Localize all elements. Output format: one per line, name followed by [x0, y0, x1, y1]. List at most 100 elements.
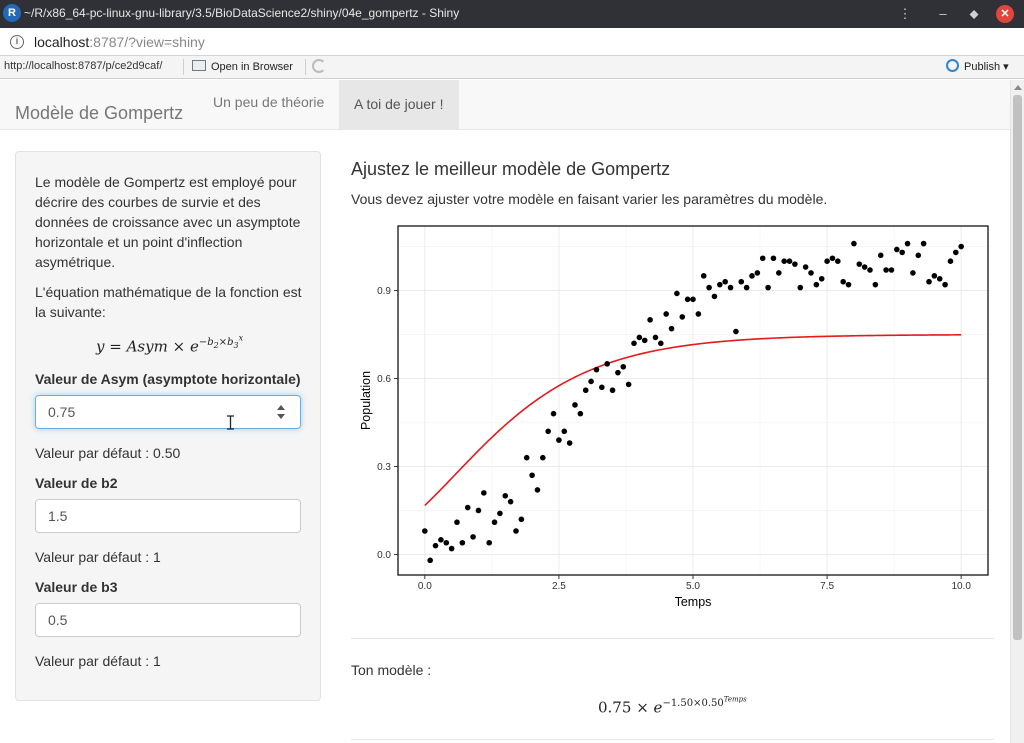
- data-point: [599, 384, 605, 391]
- data-point: [588, 378, 594, 385]
- data-point: [947, 258, 954, 264]
- data-point: [958, 243, 964, 250]
- r-app-icon: R: [3, 4, 21, 22]
- tab-play[interactable]: A toi de jouer !: [339, 80, 459, 129]
- toolbar-divider: [305, 59, 306, 75]
- model-label: Ton modèle :: [351, 662, 432, 678]
- data-point: [556, 437, 562, 443]
- data-point: [486, 539, 492, 546]
- info-icon[interactable]: i: [10, 35, 24, 49]
- data-point: [759, 255, 766, 262]
- vertical-scrollbar[interactable]: [1010, 80, 1024, 743]
- x-tick-label: 2.5: [552, 581, 566, 592]
- main-subtitle: Vous devez ajuster votre modèle en faisa…: [351, 191, 828, 207]
- data-point: [561, 428, 568, 435]
- data-point: [690, 296, 696, 303]
- sidebar-panel: Le modèle de Gompertz est employé pour d…: [15, 151, 321, 701]
- data-point: [700, 273, 707, 279]
- asym-input[interactable]: 0.75: [35, 395, 301, 429]
- data-point: [872, 281, 879, 288]
- data-point: [609, 387, 616, 394]
- divider: [351, 638, 994, 639]
- url-field[interactable]: localhost:8787/?view=shiny: [34, 34, 205, 50]
- viewer-url[interactable]: http://localhost:8787/p/ce2d9caf/: [4, 60, 163, 72]
- gompertz-equation: y = Asym × e−b2×b3x: [96, 334, 244, 356]
- minimize-icon[interactable]: –: [939, 6, 947, 21]
- data-point: [926, 278, 932, 285]
- data-point: [888, 267, 895, 273]
- b2-input[interactable]: 1.5: [35, 499, 301, 533]
- app-navbar: Modèle de Gompertz Un peu de théorie A t…: [0, 80, 1010, 130]
- data-point: [808, 270, 814, 276]
- data-point: [743, 284, 750, 291]
- url-host: localhost: [34, 34, 90, 50]
- data-point: [620, 363, 627, 370]
- scrollbar-thumb[interactable]: [1013, 95, 1022, 640]
- b3-input-value: 0.5: [48, 612, 68, 628]
- data-point: [765, 284, 771, 291]
- data-point: [459, 539, 466, 546]
- y-axis-ticks: 0.0 0.3 0.6 0.9: [377, 286, 398, 561]
- data-point: [550, 410, 557, 417]
- equation-intro-text: L'équation mathématique de la fonction e…: [35, 284, 302, 320]
- publish-button[interactable]: Publish ▾: [946, 59, 1009, 73]
- data-point: [572, 402, 578, 408]
- y-tick-label: 0.3: [377, 462, 391, 473]
- number-stepper[interactable]: [276, 405, 286, 421]
- data-point: [786, 258, 793, 264]
- window-title-bar: R ~/R/x86_64-pc-linux-gnu-library/3.5/Bi…: [0, 0, 1024, 28]
- data-point: [523, 454, 530, 461]
- address-bar: i localhost:8787/?view=shiny: [0, 28, 1024, 56]
- data-point: [829, 255, 836, 262]
- gompertz-plot: 0.0 2.5 5.0 7.5 10.0 0.0 0.3 0.6 0.9 Temps Popu…: [359, 225, 989, 609]
- data-point: [942, 281, 948, 288]
- data-point: [448, 545, 455, 552]
- data-point: [529, 472, 535, 479]
- maximize-icon[interactable]: ⬥: [969, 6, 979, 21]
- data-point: [663, 311, 669, 317]
- data-point: [722, 278, 728, 285]
- data-point: [904, 240, 911, 247]
- close-icon[interactable]: ✕: [996, 5, 1014, 23]
- data-point: [835, 258, 841, 264]
- data-point: [481, 490, 487, 496]
- data-point: [818, 275, 825, 282]
- data-point: [497, 510, 503, 517]
- data-point: [674, 290, 680, 297]
- tab-theory[interactable]: Un peu de théorie: [213, 94, 325, 110]
- data-point: [953, 249, 959, 256]
- data-point: [915, 252, 922, 259]
- data-point: [706, 284, 712, 291]
- data-point: [491, 519, 498, 526]
- data-point: [615, 369, 621, 376]
- x-axis-ticks: 0.0 2.5 5.0 7.5 10.0: [418, 575, 971, 592]
- asym-input-value: 0.75: [48, 404, 76, 420]
- data-point: [936, 275, 943, 282]
- viewer-toolbar: http://localhost:8787/p/ce2d9caf/ Open i…: [0, 56, 1024, 79]
- b3-default-text: Valeur par défaut : 1: [35, 653, 161, 669]
- data-points: [422, 240, 964, 564]
- window-title: ~/R/x86_64-pc-linux-gnu-library/3.5/BioD…: [24, 6, 460, 20]
- window-menu-icon[interactable]: ⋮: [898, 6, 912, 21]
- x-tick-label: 7.5: [820, 581, 834, 592]
- open-in-browser-button[interactable]: Open in Browser: [192, 59, 293, 76]
- data-point: [513, 528, 519, 534]
- y-tick-label: 0.0: [377, 550, 391, 561]
- divider: [351, 739, 994, 740]
- b3-input[interactable]: 0.5: [35, 603, 301, 637]
- navbar-brand: Modèle de Gompertz: [15, 103, 184, 123]
- stepper-up-icon[interactable]: [277, 405, 285, 410]
- asym-label: Valeur de Asym (asymptote horizontale): [35, 371, 301, 387]
- data-point: [636, 334, 643, 341]
- refresh-icon[interactable]: [312, 59, 326, 73]
- data-point: [883, 267, 889, 273]
- scroll-up-icon[interactable]: [1014, 85, 1022, 90]
- data-point: [545, 428, 551, 435]
- main-title: Ajustez le meilleur modèle de Gompertz: [351, 159, 671, 179]
- data-point: [422, 528, 428, 534]
- data-point: [454, 519, 460, 526]
- x-tick-label: 10.0: [951, 581, 971, 592]
- stepper-down-icon[interactable]: [277, 414, 285, 419]
- data-point: [738, 278, 745, 285]
- data-point: [894, 246, 900, 253]
